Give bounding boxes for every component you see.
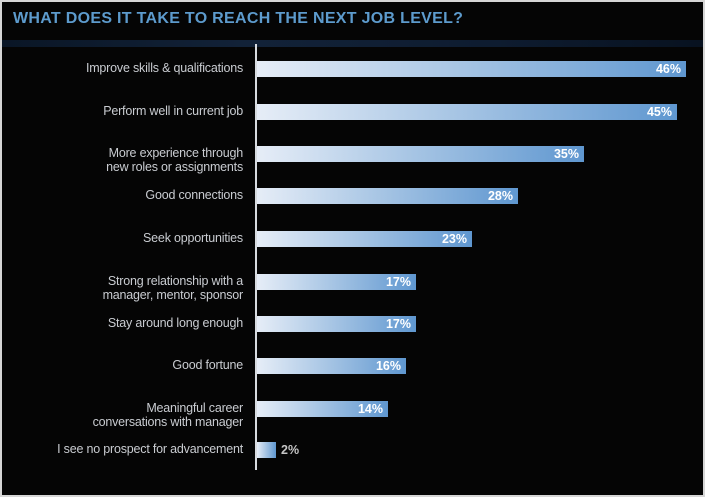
chart-row: Meaningful career conversations with man… xyxy=(0,401,705,428)
bar: 23% xyxy=(257,231,472,247)
category-label: Improve skills & qualifications xyxy=(0,61,243,76)
chart-title: WHAT DOES IT TAKE TO REACH THE NEXT JOB … xyxy=(13,10,464,27)
y-axis-line xyxy=(255,44,257,470)
category-label: Good fortune xyxy=(0,358,243,373)
bar-value-label: 28% xyxy=(487,189,513,203)
category-label-line: new roles or assignments xyxy=(106,159,243,174)
category-label-line: Perform well in current job xyxy=(103,104,243,118)
chart-row: I see no prospect for advancement 2% xyxy=(0,442,705,458)
category-label-line: Strong relationship with a xyxy=(107,274,243,288)
bar-value-label: 46% xyxy=(655,62,681,76)
chart-row: Strong relationship with a manager, ment… xyxy=(0,274,705,301)
category-label-line: Good connections xyxy=(145,188,243,202)
chart-row: Perform well in current job 45% xyxy=(0,104,705,120)
bar-value-label: 35% xyxy=(553,147,579,161)
bar-value-label: 23% xyxy=(441,232,467,246)
category-label-line: conversations with manager xyxy=(92,414,244,429)
category-label-line: Meaningful career xyxy=(146,401,243,415)
bar: 45% xyxy=(257,104,677,120)
category-label: More experience through new roles or ass… xyxy=(0,146,244,174)
bar-value-label: 17% xyxy=(385,317,411,331)
chart-row: Good fortune 16% xyxy=(0,358,705,374)
category-label: Meaningful career conversations with man… xyxy=(0,401,244,429)
chart-row: Improve skills & qualifications 46% xyxy=(0,61,705,77)
category-label: Good connections xyxy=(0,188,243,203)
bar: 16% xyxy=(257,358,406,374)
bar: 46% xyxy=(257,61,686,77)
category-label: Strong relationship with a manager, ment… xyxy=(0,274,244,302)
category-label-line: Stay around long enough xyxy=(107,316,243,330)
bar: 17% xyxy=(257,274,416,290)
bar-value-label: 2% xyxy=(281,443,300,457)
chart-row: Seek opportunities 23% xyxy=(0,231,705,247)
category-label-line: Seek opportunities xyxy=(143,231,243,245)
chart-row: Good connections 28% xyxy=(0,188,705,204)
category-label-line: I see no prospect for advancement xyxy=(57,442,243,456)
bar: 28% xyxy=(257,188,518,204)
category-label: Stay around long enough xyxy=(0,316,243,331)
category-label: Perform well in current job xyxy=(0,104,243,119)
category-label-line: More experience through xyxy=(108,146,244,160)
bar-value-label: 16% xyxy=(375,359,401,373)
chart-row: Stay around long enough 17% xyxy=(0,316,705,332)
category-label-line: Improve skills & qualifications xyxy=(85,61,243,75)
bar: 14% xyxy=(257,401,388,417)
bar: 2% xyxy=(257,442,299,458)
bar: 17% xyxy=(257,316,416,332)
bar-value-label: 45% xyxy=(646,105,672,119)
category-label-line: manager, mentor, sponsor xyxy=(102,287,244,302)
chart-row: More experience through new roles or ass… xyxy=(0,146,705,173)
title-underline xyxy=(2,40,703,47)
category-label-line: Good fortune xyxy=(172,358,243,372)
bar-value-label: 17% xyxy=(385,275,411,289)
category-label: I see no prospect for advancement xyxy=(0,442,243,457)
bar-value-label: 14% xyxy=(357,402,383,416)
category-label: Seek opportunities xyxy=(0,231,243,246)
bar: 35% xyxy=(257,146,584,162)
